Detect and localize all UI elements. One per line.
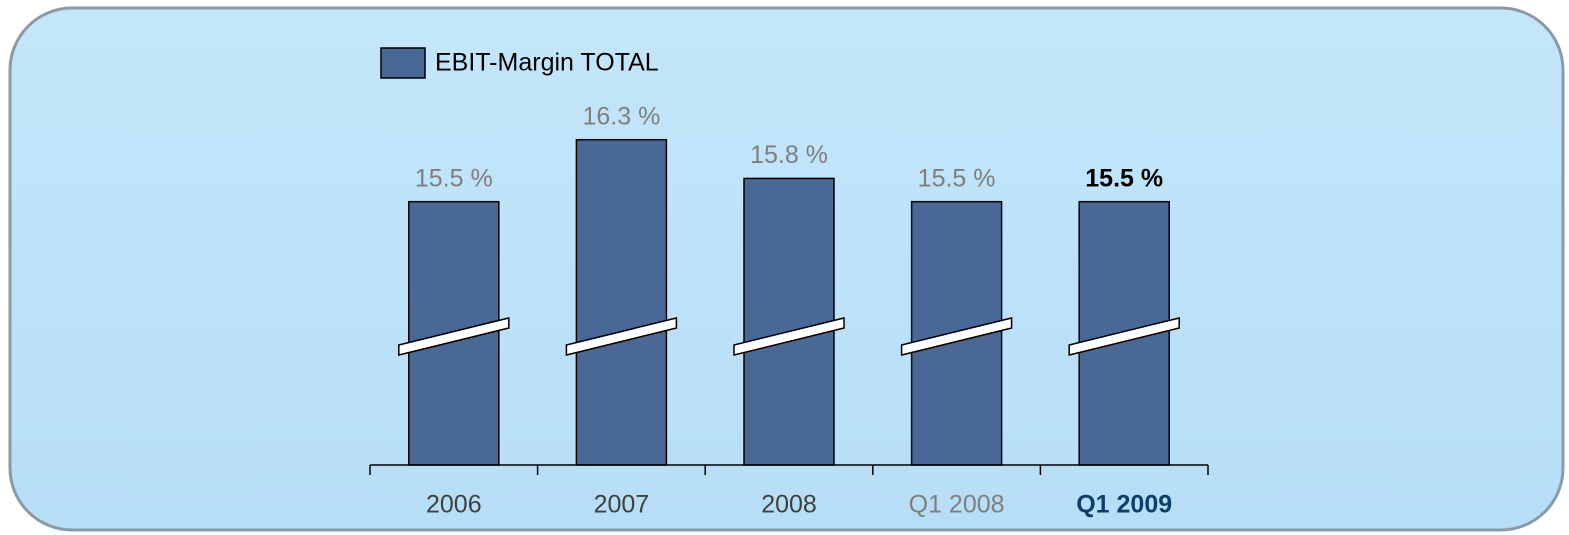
x-tick-label: 2008 — [761, 491, 817, 519]
x-tick-label: 2007 — [594, 491, 650, 519]
axis-break — [565, 317, 678, 356]
value-label: 15.5 % — [415, 164, 493, 192]
legend-label: EBIT-Margin TOTAL — [435, 49, 659, 77]
axis-break — [398, 317, 510, 356]
axis-break — [1068, 317, 1180, 356]
x-tick-label: Q1 2008 — [909, 491, 1005, 519]
bar — [575, 138, 668, 466]
axis-break — [900, 317, 1013, 356]
legend-swatch — [380, 47, 426, 79]
legend: EBIT-Margin TOTAL — [380, 47, 659, 79]
x-tick-label: Q1 2009 — [1076, 491, 1172, 519]
value-label: 15.5 % — [918, 164, 996, 192]
x-tick-label: 2006 — [426, 491, 482, 519]
bar — [743, 177, 835, 466]
value-label: 16.3 % — [582, 102, 660, 130]
axis-break — [733, 317, 845, 356]
value-label: 15.5 % — [1085, 164, 1163, 192]
value-label: 15.8 % — [750, 141, 828, 169]
